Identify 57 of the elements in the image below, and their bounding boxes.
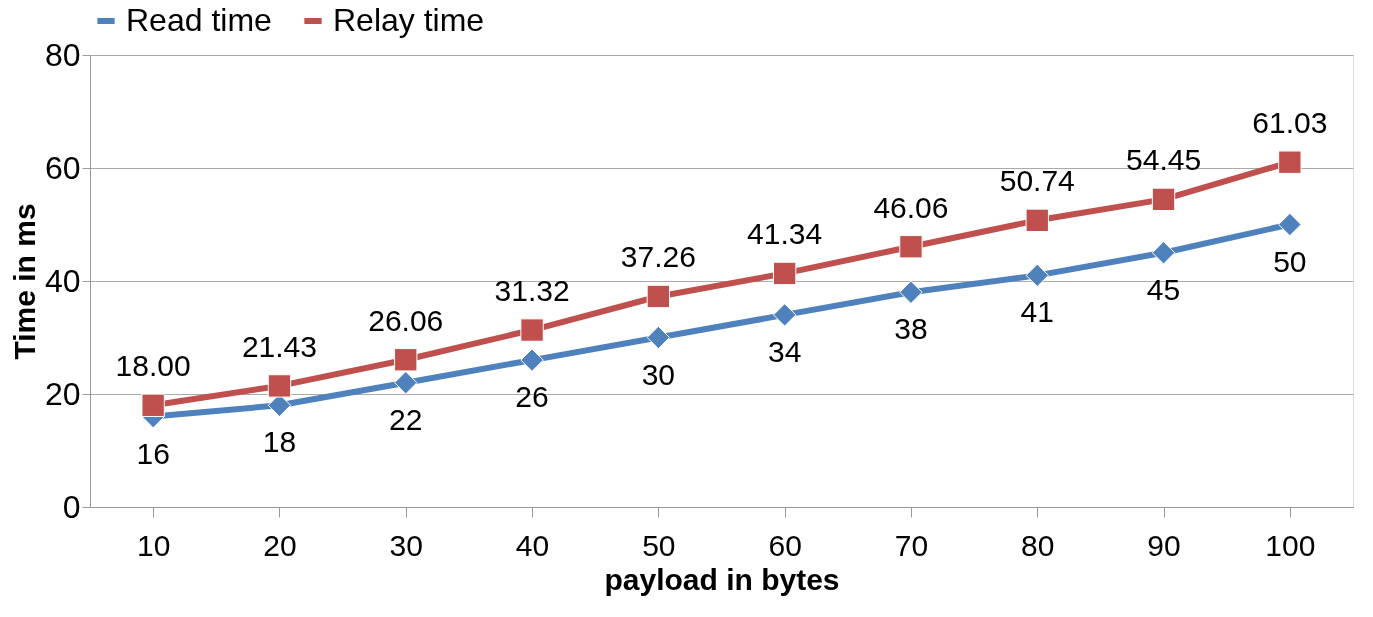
point <box>1151 187 1176 212</box>
data-label: 18.00 <box>115 349 191 383</box>
data-label: 30 <box>641 357 676 391</box>
data-label: 50.74 <box>999 164 1075 198</box>
legend-label: Relay time <box>333 2 485 38</box>
point <box>394 371 418 395</box>
point <box>899 280 923 304</box>
y-tick-label: 0 <box>62 488 81 525</box>
data-label: 61.03 <box>1252 106 1328 140</box>
data-label: 26 <box>515 380 549 414</box>
data-label: 26.06 <box>368 303 444 337</box>
point <box>1278 212 1302 237</box>
x-tick-label: 80 <box>1021 528 1055 562</box>
y-tick-label: 20 <box>44 375 81 412</box>
point <box>520 348 544 372</box>
data-label: 54.45 <box>1126 143 1202 177</box>
x-tick-label: 100 <box>1265 528 1316 562</box>
data-label: 31.32 <box>494 274 570 308</box>
x-tick-label: 20 <box>263 528 297 562</box>
data-label: 22 <box>389 402 423 436</box>
x-tick-label: 10 <box>136 528 171 562</box>
point <box>394 348 418 372</box>
point <box>772 303 797 327</box>
y-axis-title: Time in ms <box>7 203 41 360</box>
point <box>899 235 923 259</box>
data-label: 41.34 <box>747 217 823 251</box>
data-label: 46.06 <box>873 190 949 224</box>
y-tick-label: 40 <box>44 262 81 299</box>
x-tick-label: 30 <box>389 528 423 562</box>
point <box>646 284 671 309</box>
data-label: 34 <box>767 334 802 368</box>
x-tick-label: 60 <box>768 528 802 562</box>
data-label: 38 <box>894 312 928 346</box>
point <box>1278 150 1302 174</box>
y-tick-label: 60 <box>44 149 81 186</box>
data-label: 37.26 <box>620 240 696 274</box>
data-label: 50 <box>1273 244 1307 278</box>
point <box>520 318 544 342</box>
x-tick-label: 70 <box>894 528 929 562</box>
x-tick-label: 40 <box>515 528 550 562</box>
data-label: 18 <box>262 425 297 459</box>
data-label: 21.43 <box>241 329 317 363</box>
point <box>1025 263 1049 288</box>
point <box>646 325 671 350</box>
x-tick-label: 50 <box>642 528 676 562</box>
data-label: 45 <box>1146 272 1181 306</box>
y-tick-label: 80 <box>44 36 81 73</box>
x-tick-label: 90 <box>1147 528 1181 562</box>
data-label: 41 <box>1020 295 1054 329</box>
point <box>1151 241 1176 265</box>
legend-label: Read time <box>126 2 272 38</box>
point <box>1025 208 1049 232</box>
point <box>141 393 165 417</box>
point <box>267 374 292 398</box>
point <box>772 261 797 286</box>
x-axis-title: payload in bytes <box>604 562 840 596</box>
data-label: 16 <box>136 436 170 470</box>
